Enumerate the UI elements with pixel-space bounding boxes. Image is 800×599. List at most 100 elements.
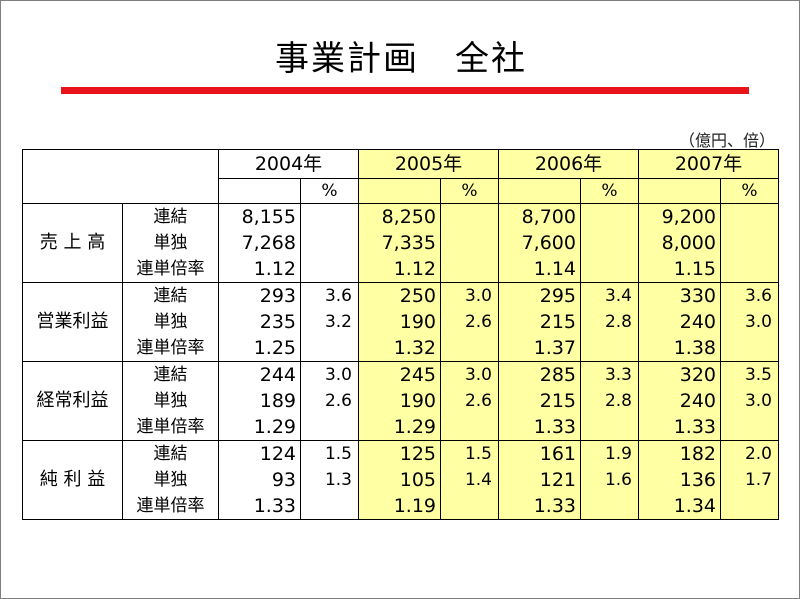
table-row: 連単倍率 1.33 1.19 1.33 1.34	[23, 493, 779, 520]
pct-cell	[300, 256, 359, 283]
pct-cell: 3.0	[720, 388, 779, 414]
pct-cell: 3.3	[580, 361, 639, 388]
pct-cell: 2.0	[720, 440, 779, 467]
pct-cell: 1.5	[300, 440, 359, 467]
unit-note: （億円、倍）	[678, 131, 775, 150]
pct-cell: 1.3	[300, 467, 359, 493]
pct-cell: 1.7	[720, 467, 779, 493]
row-sub-label: 連単倍率	[122, 335, 219, 362]
value-cell: 190	[358, 388, 441, 414]
pct-cell	[300, 203, 359, 230]
blank-header-cell	[218, 178, 301, 204]
table-row: 連単倍率 1.29 1.29 1.33 1.33	[23, 414, 779, 441]
pct-cell	[720, 414, 779, 441]
row-sub-label: 単独	[122, 230, 219, 256]
pct-cell: 3.0	[440, 361, 499, 388]
pct-cell: 3.0	[300, 361, 359, 388]
blank-header-cell	[498, 178, 581, 204]
pct-cell	[300, 230, 359, 256]
row-sub-label: 単独	[122, 388, 219, 414]
pct-cell	[720, 256, 779, 283]
pct-cell: 3.2	[300, 309, 359, 335]
year-header: 2004年	[218, 149, 359, 179]
row-sub-label: 連結	[122, 361, 219, 388]
value-cell: 1.19	[358, 493, 441, 520]
blank-header-cell	[638, 178, 721, 204]
value-cell: 1.32	[358, 335, 441, 362]
pct-cell	[580, 256, 639, 283]
pct-cell	[300, 493, 359, 520]
value-cell: 8,700	[498, 203, 581, 230]
value-cell: 235	[218, 309, 301, 335]
row-sub-label: 連単倍率	[122, 414, 219, 441]
table-row: 連単倍率 1.25 1.32 1.37 1.38	[23, 335, 779, 362]
title-underline	[61, 87, 749, 94]
table-row: 営業利益 連結 293 3.6 250 3.0 295 3.4 330 3.6	[22, 282, 779, 362]
header-row-years: 2004年 2005年 2006年 2007年	[22, 149, 779, 204]
value-cell: 105	[358, 467, 441, 493]
row-sub-label: 単独	[122, 309, 219, 335]
value-cell: 1.14	[498, 256, 581, 283]
pct-cell: 1.4	[440, 467, 499, 493]
value-cell: 182	[638, 440, 721, 467]
value-cell: 8,250	[358, 203, 441, 230]
pct-cell: 3.6	[300, 282, 359, 309]
pct-cell: 1.6	[580, 467, 639, 493]
value-cell: 1.38	[638, 335, 721, 362]
pct-cell	[720, 230, 779, 256]
value-cell: 189	[218, 388, 301, 414]
row-sub-label: 連結	[122, 440, 219, 467]
year-header: 2006年	[498, 149, 639, 179]
value-cell: 121	[498, 467, 581, 493]
value-cell: 9,200	[638, 203, 721, 230]
value-cell: 7,600	[498, 230, 581, 256]
pct-cell: 2.8	[580, 388, 639, 414]
category-label: 売 上 高	[22, 203, 123, 283]
value-cell: 1.12	[358, 256, 441, 283]
value-cell: 1.29	[358, 414, 441, 441]
value-cell: 1.33	[638, 414, 721, 441]
pct-cell	[440, 335, 499, 362]
table-row: 純 利 益連結 124 1.5 125 1.5 161 1.9 182 2.0	[22, 440, 779, 520]
value-cell: 285	[498, 361, 581, 388]
year-header: 2005年	[358, 149, 499, 179]
row-sub-label: 連結	[122, 282, 219, 309]
pct-cell	[720, 203, 779, 230]
value-cell: 293	[218, 282, 301, 309]
value-cell: 244	[218, 361, 301, 388]
table-row: 単独 235 3.2 190 2.6 215 2.8 240 3.0	[23, 309, 779, 335]
value-cell: 125	[358, 440, 441, 467]
value-cell: 245	[358, 361, 441, 388]
value-cell: 190	[358, 309, 441, 335]
value-cell: 1.12	[218, 256, 301, 283]
blank-header-cell	[358, 178, 441, 204]
row-sub-label: 単独	[122, 467, 219, 493]
value-cell: 215	[498, 388, 581, 414]
pct-cell: 2.6	[440, 309, 499, 335]
value-cell: 1.15	[638, 256, 721, 283]
value-cell: 1.34	[638, 493, 721, 520]
pct-cell: 1.5	[440, 440, 499, 467]
value-cell: 1.33	[218, 493, 301, 520]
value-cell: 8,000	[638, 230, 721, 256]
row-sub-label: 連結	[122, 203, 219, 230]
pct-cell: 1.9	[580, 440, 639, 467]
pct-cell	[580, 230, 639, 256]
pct-cell	[440, 414, 499, 441]
value-cell: 330	[638, 282, 721, 309]
table-row: 単独 189 2.6 190 2.6 215 2.8 240 3.0	[23, 388, 779, 414]
table-row: 連単倍率 1.12 1.12 1.14 1.15	[23, 256, 779, 283]
pct-cell	[720, 493, 779, 520]
pct-cell	[580, 493, 639, 520]
pct-cell	[440, 203, 499, 230]
pct-cell	[720, 335, 779, 362]
category-label: 経常利益	[22, 361, 123, 441]
pct-cell	[440, 256, 499, 283]
table-row: 売 上 高連結 8,155 8,250 8,700 9,200	[22, 203, 779, 283]
pct-cell: 2.6	[300, 388, 359, 414]
value-cell: 1.33	[498, 493, 581, 520]
pct-cell	[440, 493, 499, 520]
table-row: 経常利益 連結 244 3.0 245 3.0 285 3.3 320 3.5	[22, 361, 779, 441]
value-cell: 7,335	[358, 230, 441, 256]
